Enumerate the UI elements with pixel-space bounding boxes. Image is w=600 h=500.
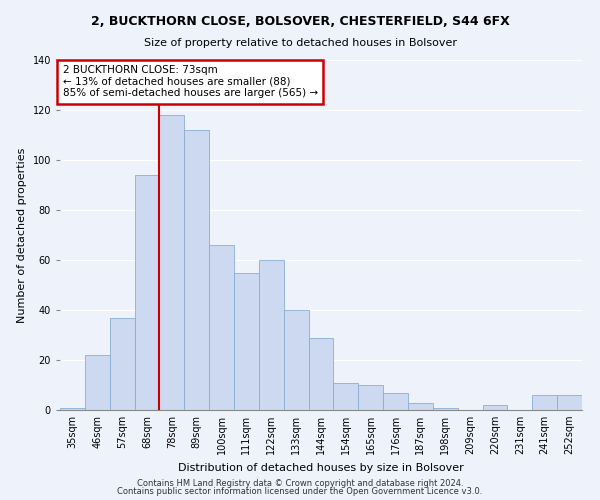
Text: Contains public sector information licensed under the Open Government Licence v3: Contains public sector information licen…	[118, 487, 482, 496]
Bar	[358, 385, 383, 410]
Bar	[433, 408, 458, 410]
Bar	[532, 395, 557, 410]
Bar	[482, 405, 508, 410]
Bar	[383, 392, 408, 410]
X-axis label: Distribution of detached houses by size in Bolsover: Distribution of detached houses by size …	[178, 462, 464, 472]
Bar	[85, 355, 110, 410]
Bar	[259, 260, 284, 410]
Bar	[110, 318, 134, 410]
Y-axis label: Number of detached properties: Number of detached properties	[17, 148, 27, 322]
Bar	[284, 310, 308, 410]
Bar	[184, 130, 209, 410]
Text: 2 BUCKTHORN CLOSE: 73sqm
← 13% of detached houses are smaller (88)
85% of semi-d: 2 BUCKTHORN CLOSE: 73sqm ← 13% of detach…	[62, 66, 318, 98]
Text: Contains HM Land Registry data © Crown copyright and database right 2024.: Contains HM Land Registry data © Crown c…	[137, 478, 463, 488]
Bar	[308, 338, 334, 410]
Bar	[408, 402, 433, 410]
Text: 2, BUCKTHORN CLOSE, BOLSOVER, CHESTERFIELD, S44 6FX: 2, BUCKTHORN CLOSE, BOLSOVER, CHESTERFIE…	[91, 15, 509, 28]
Bar	[334, 382, 358, 410]
Text: Size of property relative to detached houses in Bolsover: Size of property relative to detached ho…	[143, 38, 457, 48]
Bar	[209, 245, 234, 410]
Bar	[134, 175, 160, 410]
Bar	[60, 408, 85, 410]
Bar	[160, 115, 184, 410]
Bar	[557, 395, 582, 410]
Bar	[234, 272, 259, 410]
